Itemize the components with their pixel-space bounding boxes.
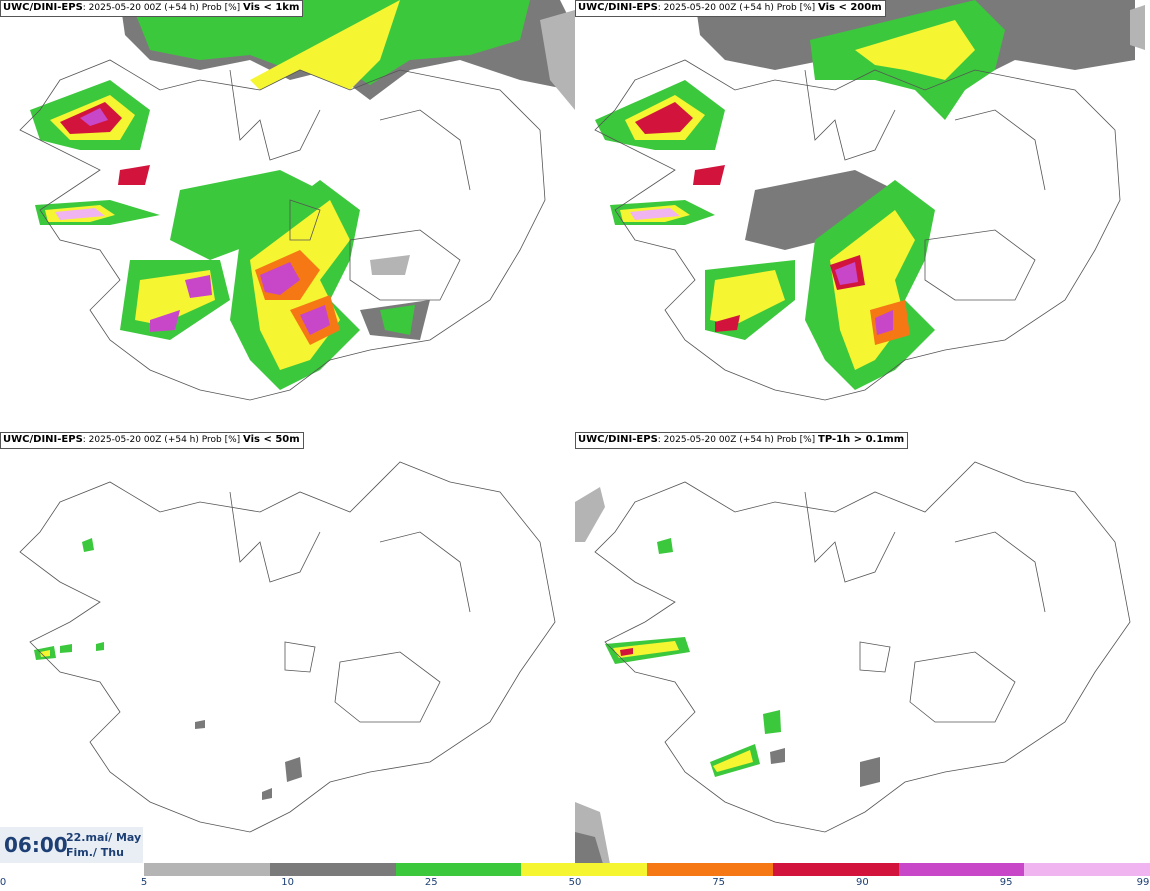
colorbar-tick-label: 0	[0, 877, 7, 888]
valid-time: 06:00	[4, 833, 68, 857]
probability-map	[19, 0, 575, 401]
colorbar-tick-label: 99	[1136, 877, 1150, 888]
colorbar-segment	[1024, 863, 1150, 876]
probability-map	[575, 461, 1131, 864]
fog-probability-shading	[595, 0, 1145, 390]
probability-colorbar	[144, 863, 1150, 876]
colorbar-tick-label: 95	[999, 877, 1013, 888]
colorbar-tick-label: 25	[424, 877, 438, 888]
panel-title: UWC/DINI-EPS: 2025-05-20 00Z (+54 h) Pro…	[575, 432, 909, 449]
coastline-outline	[19, 59, 546, 401]
colorbar-tick-label: 75	[712, 877, 726, 888]
map-panel-tp-1h: UWC/DINI-EPS: 2025-05-20 00Z (+54 h) Pro…	[575, 432, 1150, 864]
colorbar-segment	[521, 863, 647, 876]
colorbar-tick-label: 50	[568, 877, 582, 888]
colorbar-tick-label: 90	[856, 877, 869, 888]
coastline-outline	[594, 59, 1121, 401]
coastline-outline	[594, 461, 1131, 833]
colorbar-segment	[898, 863, 1025, 876]
panel-title: UWC/DINI-EPS: 2025-05-20 00Z (+54 h) Pro…	[0, 432, 304, 449]
colorbar-tick-label: 5	[140, 877, 148, 888]
panel-title: UWC/DINI-EPS: 2025-05-20 00Z (+54 h) Pro…	[575, 0, 886, 17]
map-panel-vis-200m: UWC/DINI-EPS: 2025-05-20 00Z (+54 h) Pro…	[575, 0, 1150, 432]
colorbar-segment	[144, 863, 270, 876]
panel-title: UWC/DINI-EPS: 2025-05-20 00Z (+54 h) Pro…	[0, 0, 304, 17]
map-panel-vis-1km: UWC/DINI-EPS: 2025-05-20 00Z (+54 h) Pro…	[0, 0, 575, 432]
map-panel-vis-50m: UWC/DINI-EPS: 2025-05-20 00Z (+54 h) Pro…	[0, 432, 575, 864]
valid-day: Fim./ Thu	[66, 846, 124, 859]
precip-probability-shading	[575, 487, 880, 864]
fog-probability-shading	[30, 0, 575, 390]
colorbar-ticks: 0 5 10 25 50 75 90 95 99	[0, 876, 1150, 891]
colorbar-tick-label: 10	[281, 877, 294, 888]
probability-map	[19, 461, 556, 833]
valid-time-box: 06:00 22.maí/ May Fim./ Thu	[0, 827, 143, 863]
valid-date: 22.maí/ May	[66, 831, 142, 844]
colorbar-segment	[772, 863, 899, 876]
coastline-outline	[19, 461, 556, 833]
fog-probability-shading	[34, 538, 302, 800]
probability-map	[594, 0, 1145, 401]
colorbar-segment	[269, 863, 396, 876]
colorbar-segment	[395, 863, 522, 876]
colorbar-segment	[647, 863, 773, 876]
